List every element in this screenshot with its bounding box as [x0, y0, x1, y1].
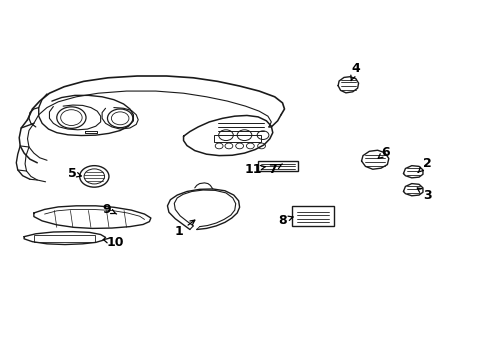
Text: 8: 8: [278, 214, 292, 227]
Text: 4: 4: [350, 62, 359, 81]
Text: 7: 7: [268, 163, 282, 176]
Bar: [258, 161, 298, 171]
Text: 3: 3: [416, 188, 431, 202]
Text: 2: 2: [417, 157, 431, 172]
Bar: [292, 206, 333, 226]
Bar: [34, 235, 95, 242]
Bar: [214, 135, 260, 142]
Text: 9: 9: [102, 203, 116, 216]
Text: 6: 6: [377, 145, 389, 158]
Text: 1: 1: [174, 220, 194, 238]
Text: 10: 10: [103, 236, 124, 249]
Text: 5: 5: [68, 167, 81, 180]
Text: 11: 11: [244, 163, 265, 176]
